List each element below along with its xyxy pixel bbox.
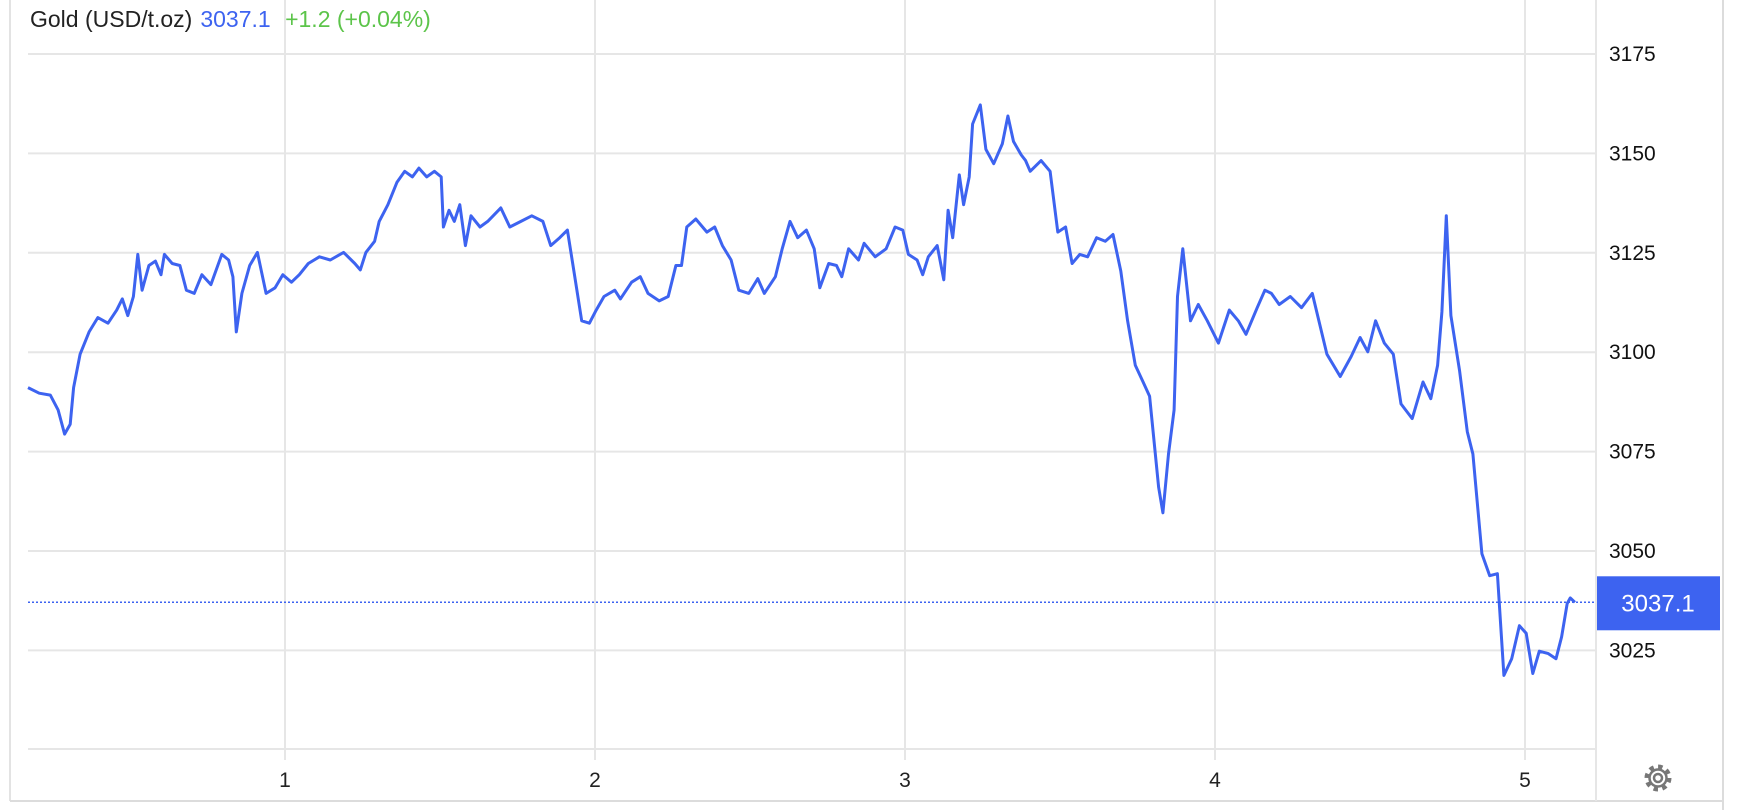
y-tick-label: 3125 [1609, 242, 1656, 265]
gear-icon[interactable] [1644, 764, 1672, 792]
grid [28, 0, 1596, 760]
x-tick-label: 5 [1519, 769, 1531, 792]
x-tick-label: 4 [1209, 769, 1221, 792]
current-price: 3037.1 [200, 6, 271, 32]
price-line [27, 103, 1576, 677]
last-price-label: 3037.1 [1621, 590, 1694, 617]
chart-frame [9, 0, 1724, 810]
chart-header: Gold (USD/t.oz) 3037.1 +1.2 (+0.04%) [30, 6, 439, 33]
y-tick-label: 3075 [1609, 441, 1656, 464]
y-axis: 3025 3050 3075 3100 3125 3150 3175 [1609, 43, 1656, 662]
x-tick-label: 2 [589, 769, 601, 792]
y-tick-label: 3025 [1609, 639, 1656, 662]
x-tick-label: 3 [899, 769, 911, 792]
y-tick-label: 3050 [1609, 540, 1656, 563]
instrument-name: Gold (USD/t.oz) [30, 6, 193, 32]
y-tick-label: 3100 [1609, 341, 1656, 364]
y-tick-label: 3150 [1609, 142, 1656, 165]
y-tick-label: 3175 [1609, 43, 1656, 66]
x-tick-label: 1 [279, 769, 291, 792]
price-change: +1.2 (+0.04%) [285, 6, 431, 32]
x-axis: 1 2 3 4 5 [279, 769, 1531, 792]
last-price-tag: 3037.1 [1597, 576, 1720, 631]
